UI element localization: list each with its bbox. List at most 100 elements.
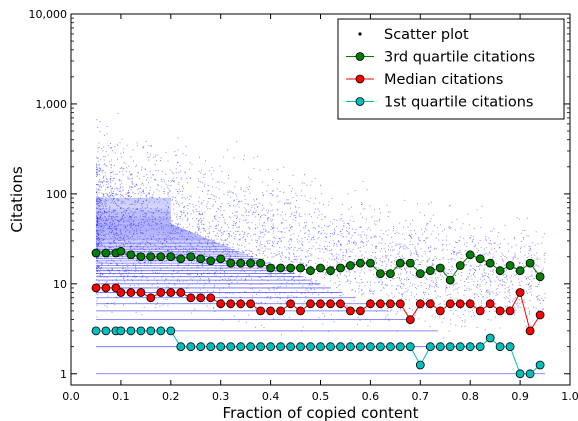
scatter-point xyxy=(320,184,321,186)
scatter-point xyxy=(256,246,257,248)
scatter-point xyxy=(272,245,273,247)
scatter-point xyxy=(186,212,188,214)
scatter-point xyxy=(349,219,351,221)
scatter-point xyxy=(523,265,524,267)
scatter-point xyxy=(381,237,383,239)
scatter-point xyxy=(175,243,177,245)
scatter-point xyxy=(179,210,181,212)
scatter-point xyxy=(229,280,231,281)
scatter-point xyxy=(168,180,169,182)
scatter-point xyxy=(410,235,411,237)
scatter-point xyxy=(136,233,138,234)
scatter-point xyxy=(229,190,231,192)
data-point xyxy=(136,326,146,336)
scatter-point xyxy=(272,241,273,243)
scatter-point xyxy=(142,200,144,202)
scatter-point xyxy=(450,309,452,311)
scatter-point xyxy=(238,201,240,203)
scatter-point xyxy=(116,245,117,247)
scatter-point xyxy=(249,275,251,277)
scatter-point xyxy=(364,234,365,236)
scatter-point xyxy=(178,188,180,190)
scatter-point xyxy=(149,196,151,198)
scatter-point xyxy=(395,257,397,259)
scatter-point xyxy=(291,226,293,227)
scatter-point xyxy=(239,238,241,240)
scatter-point xyxy=(408,234,410,236)
scatter-point xyxy=(424,292,426,294)
scatter-point xyxy=(333,259,335,261)
scatter-point xyxy=(105,205,107,207)
scatter-point xyxy=(425,288,427,289)
scatter-point xyxy=(96,247,98,249)
scatter-point xyxy=(318,232,319,234)
scatter-point xyxy=(238,206,240,208)
scatter-point xyxy=(96,293,98,295)
scatter-point xyxy=(207,236,209,238)
scatter-point xyxy=(486,290,488,292)
scatter-point xyxy=(248,233,250,234)
scatter-point xyxy=(300,249,302,251)
data-point xyxy=(286,342,296,352)
scatter-point xyxy=(281,211,283,213)
scatter-point xyxy=(291,212,293,214)
scatter-point xyxy=(138,188,140,190)
scatter-point xyxy=(200,221,202,223)
scatter-point xyxy=(474,297,476,299)
scatter-point xyxy=(317,247,319,249)
data-point xyxy=(395,258,405,268)
scatter-point xyxy=(362,208,364,210)
scatter-point xyxy=(333,242,335,244)
scatter-point xyxy=(363,293,365,295)
scatter-point xyxy=(487,318,489,320)
scatter-point xyxy=(175,200,177,201)
scatter-point xyxy=(130,242,132,244)
scatter-point xyxy=(108,196,110,198)
scatter-point xyxy=(96,266,98,268)
scatter-point xyxy=(123,148,125,150)
scatter-point xyxy=(519,303,521,305)
scatter-point xyxy=(229,205,230,206)
scatter-point xyxy=(253,200,255,202)
scatter-point xyxy=(348,256,350,258)
x-tick-label: 0.8 xyxy=(461,390,479,403)
scatter-point xyxy=(145,257,147,259)
scatter-point xyxy=(189,162,191,164)
scatter-point xyxy=(97,218,99,220)
scatter-point xyxy=(238,244,240,246)
scatter-point xyxy=(171,199,173,201)
scatter-point xyxy=(336,245,338,247)
scatter-point xyxy=(239,296,241,298)
scatter-point xyxy=(100,200,101,202)
scatter-point xyxy=(444,304,446,306)
scatter-point xyxy=(186,239,188,241)
scatter-point xyxy=(291,226,293,228)
scatter-point xyxy=(473,281,475,283)
scatter-point xyxy=(361,289,363,291)
scatter-point xyxy=(223,240,225,242)
scatter-point xyxy=(251,204,253,206)
scatter-point xyxy=(476,265,477,267)
scatter-point xyxy=(272,190,274,192)
scatter-point xyxy=(526,284,528,285)
scatter-point xyxy=(405,288,407,290)
scatter-point xyxy=(430,246,432,248)
scatter-point xyxy=(101,214,102,216)
scatter-point xyxy=(341,233,343,235)
scatter-point xyxy=(159,210,161,212)
data-point xyxy=(286,299,296,309)
scatter-point xyxy=(216,224,218,226)
scatter-point xyxy=(493,292,495,294)
scatter-point xyxy=(117,233,119,235)
data-point xyxy=(116,246,126,256)
scatter-point xyxy=(405,220,407,222)
scatter-point xyxy=(463,237,465,239)
scatter-point xyxy=(199,213,201,215)
scatter-point xyxy=(165,173,167,175)
scatter-point xyxy=(253,291,255,293)
scatter-point xyxy=(517,258,519,260)
scatter-point xyxy=(101,202,103,204)
scatter-point xyxy=(306,239,308,241)
scatter-point xyxy=(258,238,260,240)
scatter-point xyxy=(340,259,342,261)
